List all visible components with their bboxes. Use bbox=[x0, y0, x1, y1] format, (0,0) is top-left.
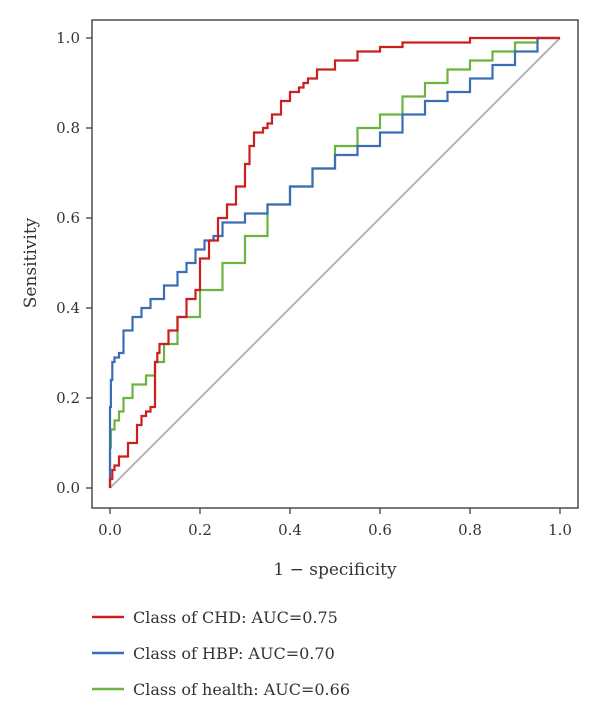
x-tick-label: 0.6 bbox=[368, 521, 392, 539]
x-tick-label: 0.2 bbox=[188, 521, 212, 539]
plot-area bbox=[108, 36, 561, 489]
y-axis-title: Sensitivity bbox=[21, 217, 41, 308]
y-tick-label: 1.0 bbox=[56, 29, 80, 47]
legend-label: Class of HBP: AUC=0.70 bbox=[133, 644, 335, 663]
x-tick-label: 1.0 bbox=[548, 521, 572, 539]
reference-diagonal-line bbox=[109, 37, 561, 489]
y-tick-label: 0.0 bbox=[56, 479, 80, 497]
y-tick-label: 0.2 bbox=[56, 389, 80, 407]
axes: 0.0 0.2 0.4 0.6 0.8 1.0 0.0 0.2 0.4 0.6 0.8 1.0 bbox=[56, 19, 579, 539]
legend-label: Class of CHD: AUC=0.75 bbox=[133, 608, 338, 627]
legend: Class of CHD: AUC=0.75 Class of HBP: AUC=… bbox=[92, 608, 350, 699]
x-tick-label: 0.4 bbox=[278, 521, 302, 539]
x-tick-label: 0.0 bbox=[98, 521, 122, 539]
class-of-hbp-roc-curve bbox=[108, 36, 560, 488]
class-of-chd-roc-curve bbox=[108, 36, 560, 488]
y-tick-label: 0.4 bbox=[56, 299, 80, 317]
plot-frame bbox=[91, 19, 579, 509]
class-of-health-roc-curve bbox=[108, 36, 560, 488]
x-tick-label: 0.8 bbox=[458, 521, 482, 539]
legend-label: Class of health: AUC=0.66 bbox=[133, 680, 350, 699]
y-tick-label: 0.8 bbox=[56, 119, 80, 137]
y-tick-label: 0.6 bbox=[56, 209, 80, 227]
x-axis-title: 1 − specificity bbox=[273, 560, 397, 580]
